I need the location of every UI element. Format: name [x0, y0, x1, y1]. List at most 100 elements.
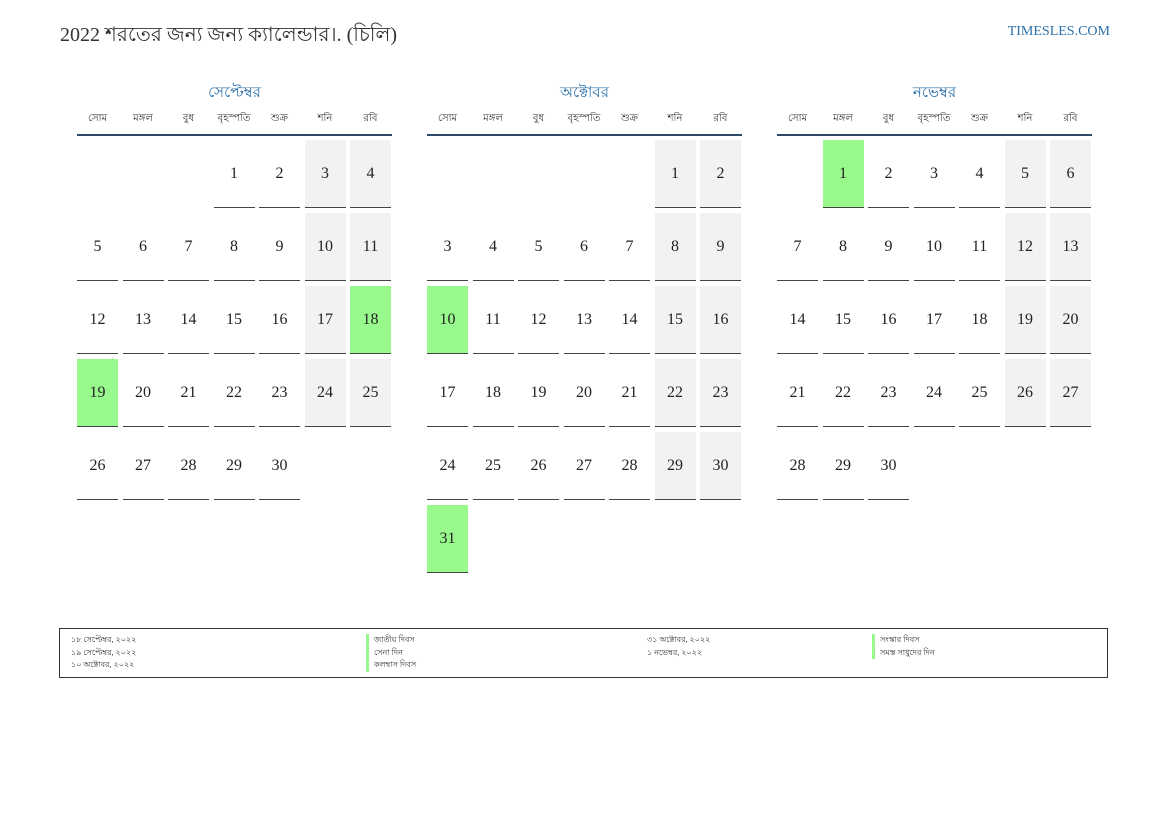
day-cell[interactable]: 13 [563, 286, 605, 354]
holiday-day-cell[interactable]: 10 [427, 286, 468, 354]
day-cell[interactable]: 6 [563, 213, 605, 281]
day-cell[interactable]: 27 [1050, 359, 1091, 427]
day-cell[interactable]: 20 [122, 359, 164, 427]
day-cell[interactable]: 17 [427, 359, 468, 427]
day-cell[interactable]: 13 [1050, 213, 1091, 281]
empty-cell [473, 140, 514, 208]
day-cell[interactable]: 12 [77, 286, 118, 354]
day-cell[interactable]: 28 [777, 432, 818, 500]
day-cell[interactable]: 26 [518, 432, 559, 500]
day-cell[interactable]: 15 [654, 286, 696, 354]
day-cell[interactable]: 9 [259, 213, 300, 281]
day-cell[interactable]: 22 [654, 359, 696, 427]
day-cell[interactable]: 28 [609, 432, 650, 500]
day-cell[interactable]: 24 [304, 359, 346, 427]
day-cell[interactable]: 29 [822, 432, 864, 500]
day-cell[interactable]: 10 [304, 213, 346, 281]
day-cell[interactable]: 24 [427, 432, 468, 500]
day-cell[interactable]: 11 [959, 213, 1000, 281]
day-cell[interactable]: 30 [700, 432, 741, 500]
holiday-day-cell[interactable]: 1 [822, 140, 864, 208]
legend-left-dates: ১৮ সেপ্টেম্বর, ২০২২ ১৯ সেপ্টেম্বর, ২০২২ … [71, 634, 136, 672]
day-cell[interactable]: 11 [472, 286, 514, 354]
day-cell[interactable]: 9 [700, 213, 741, 281]
day-cell[interactable]: 17 [913, 286, 955, 354]
day-cell[interactable]: 6 [1050, 140, 1091, 208]
empty-cell [168, 140, 209, 208]
day-cell[interactable]: 25 [350, 359, 391, 427]
brand-link[interactable]: TIMESLES.COM [1007, 24, 1110, 39]
day-cell[interactable]: 12 [1004, 213, 1046, 281]
day-cell[interactable]: 7 [609, 213, 650, 281]
day-cell[interactable]: 30 [868, 432, 909, 500]
day-cell[interactable]: 14 [168, 286, 209, 354]
day-cell[interactable]: 12 [518, 286, 559, 354]
day-cell[interactable]: 14 [777, 286, 818, 354]
day-cell[interactable]: 26 [77, 432, 118, 500]
day-cell[interactable]: 2 [868, 140, 909, 208]
day-cell[interactable]: 3 [304, 140, 346, 208]
day-cell[interactable]: 9 [868, 213, 909, 281]
day-cell[interactable]: 16 [259, 286, 300, 354]
day-cell[interactable]: 16 [868, 286, 909, 354]
day-cell[interactable]: 27 [122, 432, 164, 500]
day-cell[interactable]: 21 [168, 359, 209, 427]
day-grid: 1 2 3 4 5 6 7 8 9 10 11 12 13 14 15 16 17 18 19 20 21 22 23 24 2… [77, 140, 392, 500]
day-cell[interactable]: 5 [77, 213, 118, 281]
day-cell[interactable]: 14 [609, 286, 650, 354]
day-cell[interactable]: 13 [122, 286, 164, 354]
day-cell[interactable]: 16 [700, 286, 741, 354]
day-cell[interactable]: 1 [654, 140, 696, 208]
day-cell[interactable]: 23 [259, 359, 300, 427]
day-cell[interactable]: 22 [822, 359, 864, 427]
day-cell[interactable]: 11 [350, 213, 391, 281]
day-cell[interactable]: 29 [213, 432, 255, 500]
month-calendar: সেপ্টেম্বর সোম মঙ্গল বুধ বৃহস্পতি শুক্র শনি রবি… [77, 84, 392, 500]
day-cell[interactable]: 30 [259, 432, 300, 500]
day-cell[interactable]: 17 [304, 286, 346, 354]
day-cell[interactable]: 6 [122, 213, 164, 281]
day-cell[interactable]: 25 [959, 359, 1000, 427]
day-cell[interactable]: 23 [868, 359, 909, 427]
month-name: অক্টোবর [559, 85, 610, 101]
day-cell[interactable]: 18 [959, 286, 1000, 354]
day-cell[interactable]: 18 [472, 359, 514, 427]
day-cell[interactable]: 8 [822, 213, 864, 281]
day-cell[interactable]: 24 [913, 359, 955, 427]
day-cell[interactable]: 29 [654, 432, 696, 500]
weekday-label: সোম [787, 113, 808, 124]
day-cell[interactable]: 7 [777, 213, 818, 281]
day-cell[interactable]: 19 [1004, 286, 1046, 354]
holiday-day-cell[interactable]: 18 [350, 286, 391, 354]
day-cell[interactable]: 10 [913, 213, 955, 281]
holiday-day-cell[interactable]: 31 [427, 505, 468, 573]
day-cell[interactable]: 4 [350, 140, 391, 208]
day-cell[interactable]: 5 [518, 213, 559, 281]
day-cell[interactable]: 1 [213, 140, 255, 208]
day-cell[interactable]: 7 [168, 213, 209, 281]
day-cell[interactable]: 8 [213, 213, 255, 281]
day-cell[interactable]: 5 [1004, 140, 1046, 208]
day-cell[interactable]: 21 [777, 359, 818, 427]
day-cell[interactable]: 22 [213, 359, 255, 427]
day-cell[interactable]: 19 [518, 359, 559, 427]
day-cell[interactable]: 3 [913, 140, 955, 208]
day-cell[interactable]: 21 [609, 359, 650, 427]
day-cell[interactable]: 26 [1004, 359, 1046, 427]
holiday-day-cell[interactable]: 19 [77, 359, 118, 427]
day-cell[interactable]: 3 [427, 213, 468, 281]
day-cell[interactable]: 8 [654, 213, 696, 281]
day-grid: 1 2 3 4 5 6 7 8 9 10 11 12 13 14 15 16 17 18 19 20 21 22 23 24 2… [777, 140, 1092, 500]
day-cell[interactable]: 15 [822, 286, 864, 354]
day-cell[interactable]: 4 [472, 213, 514, 281]
day-cell[interactable]: 20 [563, 359, 605, 427]
day-cell[interactable]: 27 [563, 432, 605, 500]
day-cell[interactable]: 2 [259, 140, 300, 208]
day-cell[interactable]: 25 [472, 432, 514, 500]
day-cell[interactable]: 28 [168, 432, 209, 500]
day-cell[interactable]: 15 [213, 286, 255, 354]
day-cell[interactable]: 4 [959, 140, 1000, 208]
day-cell[interactable]: 2 [700, 140, 741, 208]
day-cell[interactable]: 23 [700, 359, 741, 427]
day-cell[interactable]: 20 [1050, 286, 1091, 354]
